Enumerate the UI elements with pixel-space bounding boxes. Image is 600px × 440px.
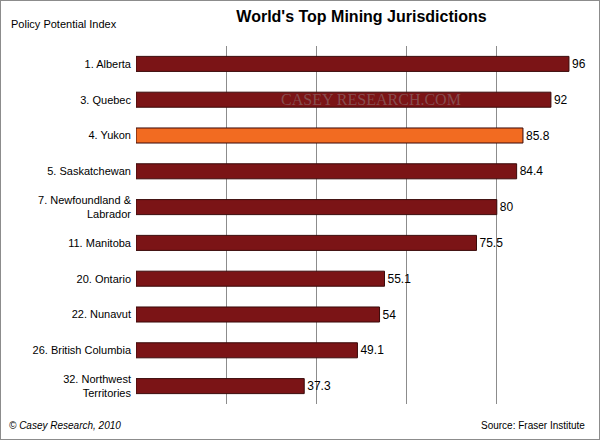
svg-text:1. Alberta: 1. Alberta <box>85 58 132 70</box>
svg-text:7. Newfoundland &Labrador: 7. Newfoundland &Labrador <box>38 194 132 220</box>
svg-text:84.4: 84.4 <box>520 164 544 178</box>
svg-text:3. Quebec: 3. Quebec <box>80 94 131 106</box>
svg-text:55.1: 55.1 <box>388 272 412 286</box>
svg-text:CASEY RESEARCH.COM: CASEY RESEARCH.COM <box>281 91 461 108</box>
svg-text:26. British Columbia: 26. British Columbia <box>33 344 132 356</box>
svg-text:Source: Fraser Institute: Source: Fraser Institute <box>481 420 585 431</box>
svg-text:World's Top Mining Jurisdictio: World's Top Mining Jurisdictions <box>236 8 486 25</box>
svg-text:11. Manitoba: 11. Manitoba <box>68 237 132 249</box>
svg-text:22. Nunavut: 22. Nunavut <box>72 308 131 320</box>
svg-text:© Casey Research, 2010: © Casey Research, 2010 <box>9 420 121 431</box>
svg-text:85.8: 85.8 <box>526 129 550 143</box>
svg-text:32. NorthwestTerritories: 32. NorthwestTerritories <box>63 373 131 399</box>
svg-text:Policy Potential Index: Policy Potential Index <box>11 18 117 30</box>
svg-text:4. Yukon: 4. Yukon <box>88 129 131 141</box>
svg-text:92: 92 <box>554 93 568 107</box>
svg-text:5. Saskatchewan: 5. Saskatchewan <box>47 165 131 177</box>
svg-text:20. Ontario: 20. Ontario <box>77 273 131 285</box>
svg-text:37.3: 37.3 <box>307 379 331 393</box>
svg-text:49.1: 49.1 <box>360 343 384 357</box>
svg-text:54: 54 <box>383 308 397 322</box>
svg-text:96: 96 <box>572 57 586 71</box>
svg-text:80: 80 <box>500 200 514 214</box>
svg-text:75.5: 75.5 <box>480 236 504 250</box>
